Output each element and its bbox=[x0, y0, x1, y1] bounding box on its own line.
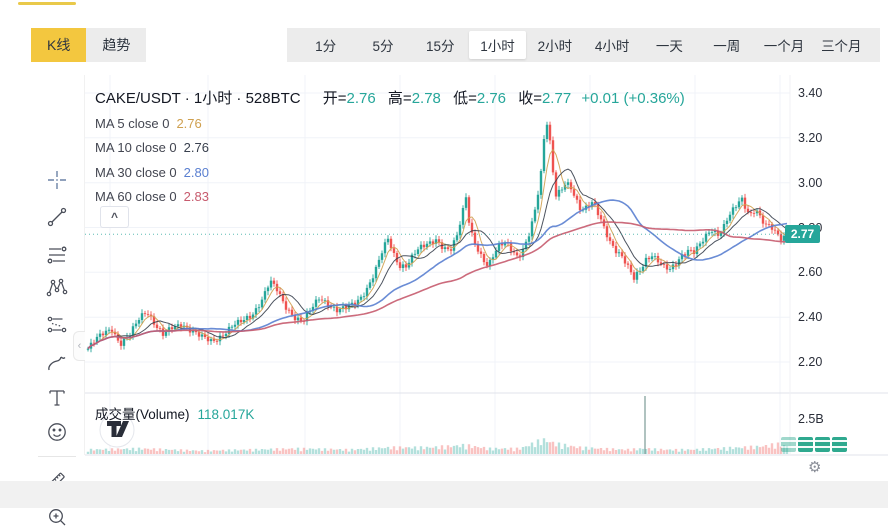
timeframe-4[interactable]: 1小时 bbox=[468, 31, 527, 59]
candlestick-chart[interactable] bbox=[0, 0, 888, 508]
change-value: +0.01 (+0.36%) bbox=[581, 90, 685, 107]
volume-title: 成交量(Volume) 118.017K bbox=[95, 403, 254, 423]
last-price-badge: 2.77 bbox=[785, 225, 820, 244]
axis-settings-icon[interactable]: ⚙ bbox=[808, 459, 822, 476]
ma-value: 2.83 bbox=[183, 189, 209, 205]
timeframe-6[interactable]: 4小时 bbox=[594, 39, 630, 54]
close-value: 2.77 bbox=[541, 90, 572, 107]
timeframe-7[interactable]: 一天 bbox=[655, 39, 683, 54]
ma-value: 2.76 bbox=[183, 140, 209, 156]
timeframe-8[interactable]: 一周 bbox=[713, 39, 741, 54]
watermark-tile bbox=[815, 437, 830, 452]
ma-label: MA 10 close 0 bbox=[95, 140, 177, 156]
timeframe-3[interactable]: 15分 bbox=[425, 39, 455, 54]
toolbar-divider bbox=[38, 456, 76, 457]
top-tab-indicator bbox=[18, 2, 76, 5]
position-tool-icon[interactable] bbox=[43, 311, 71, 339]
trend-line-icon[interactable] bbox=[43, 203, 71, 231]
text-tool-icon[interactable] bbox=[43, 384, 71, 412]
timeframe-9[interactable]: 一个月 bbox=[763, 39, 805, 54]
timeframe-5[interactable]: 2小时 bbox=[537, 39, 573, 54]
volume-value: 118.017K bbox=[197, 407, 255, 422]
timeframe-bar: 1分 5分 15分 1小时 2小时 4小时 一天 一周 一个月 三个月 bbox=[287, 28, 880, 62]
xabcd-pattern-icon[interactable] bbox=[43, 274, 71, 302]
emoji-icon[interactable] bbox=[43, 418, 71, 446]
ma-label: MA 60 close 0 bbox=[95, 189, 177, 205]
low-label: 低= bbox=[453, 90, 477, 107]
watermark-tile bbox=[781, 437, 796, 452]
price-tick: 3.20 bbox=[798, 130, 823, 145]
time-axis[interactable]: 7月71319258月712:0 bbox=[85, 455, 790, 481]
ma-row: MA 10 close 0 2.76 bbox=[95, 136, 209, 161]
watermark-tile bbox=[832, 437, 847, 452]
price-tick: 2.20 bbox=[798, 355, 823, 369]
timeframe-1[interactable]: 1分 bbox=[315, 39, 337, 54]
watermark bbox=[781, 437, 847, 452]
open-value: 2.76 bbox=[346, 90, 376, 107]
ma-label: MA 5 close 0 bbox=[95, 115, 170, 131]
sidebar-collapse-handle[interactable]: ‹ bbox=[73, 331, 85, 361]
price-tick: 3.40 bbox=[798, 86, 823, 100]
ma-label: MA 30 close 0 bbox=[95, 164, 177, 180]
bottom-strip bbox=[0, 481, 888, 508]
watermark-tile bbox=[798, 437, 813, 452]
sidebar-divider bbox=[84, 75, 85, 455]
high-label: 高= bbox=[387, 90, 412, 107]
symbol-title: CAKE/USDT · 1小时 · 528BTC bbox=[95, 90, 301, 107]
timeframe-10[interactable]: 三个月 bbox=[821, 39, 862, 54]
brush-icon[interactable] bbox=[43, 349, 71, 377]
volume-axis-label: 2.5B bbox=[798, 412, 824, 426]
ma-legend: MA 5 close 0 2.76 MA 10 close 0 2.76 MA 30 c… bbox=[95, 111, 209, 209]
volume-label: 成交量(Volume) bbox=[95, 407, 190, 422]
price-tick: 2.40 bbox=[798, 310, 823, 325]
crosshair-icon[interactable] bbox=[43, 166, 71, 194]
price-tick: 2.60 bbox=[798, 265, 823, 280]
trend-tab[interactable]: 趋势 bbox=[86, 28, 147, 62]
close-label: 收= bbox=[518, 90, 542, 107]
low-value: 2.76 bbox=[476, 90, 507, 107]
kline-tab[interactable]: K线 bbox=[31, 28, 87, 62]
view-toggle: K线 趋势 bbox=[31, 28, 147, 62]
timeframe-2[interactable]: 5分 bbox=[372, 39, 394, 54]
high-value: 2.78 bbox=[411, 90, 441, 107]
fib-lines-icon[interactable] bbox=[43, 241, 71, 269]
ma-row: MA 60 close 0 2.83 bbox=[95, 185, 209, 210]
open-label: 开= bbox=[322, 90, 347, 107]
ma-value: 2.76 bbox=[176, 115, 202, 131]
ma-row: MA 5 close 0 2.76 bbox=[95, 111, 209, 136]
drawing-toolbar bbox=[30, 75, 84, 526]
ma-row: MA 30 close 0 2.80 bbox=[95, 160, 209, 185]
tradingview-logo[interactable] bbox=[96, 408, 140, 452]
indicator-collapse-button[interactable]: ^ bbox=[100, 206, 129, 228]
chart-header: CAKE/USDT · 1小时 · 528BTC 开=2.76 高=2.78 低… bbox=[95, 87, 685, 108]
ma-value: 2.80 bbox=[183, 164, 209, 180]
price-tick: 3.00 bbox=[798, 175, 823, 190]
